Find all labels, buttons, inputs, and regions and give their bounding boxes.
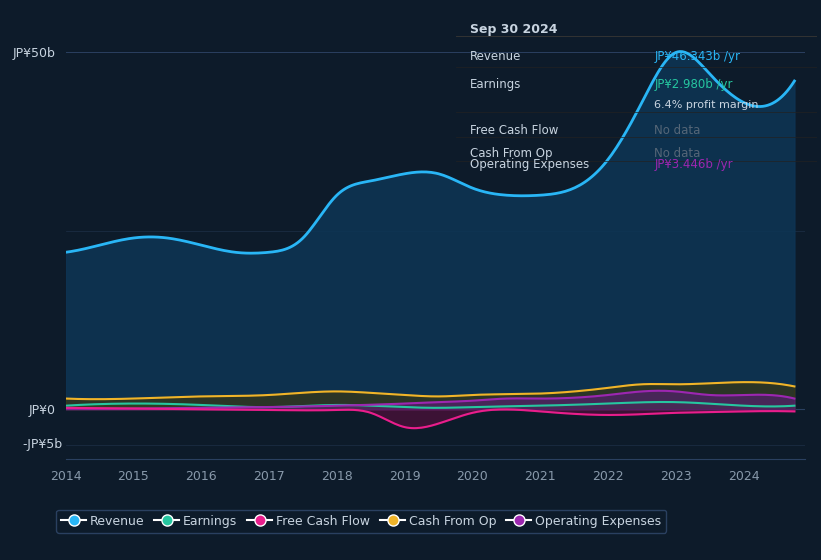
Text: Earnings: Earnings — [470, 78, 521, 91]
Text: Sep 30 2024: Sep 30 2024 — [470, 23, 557, 36]
Text: Revenue: Revenue — [470, 50, 521, 63]
Legend: Revenue, Earnings, Free Cash Flow, Cash From Op, Operating Expenses: Revenue, Earnings, Free Cash Flow, Cash … — [56, 510, 667, 533]
Text: Cash From Op: Cash From Op — [470, 147, 553, 160]
Text: Operating Expenses: Operating Expenses — [470, 158, 589, 171]
Text: JP¥46.343b /yr: JP¥46.343b /yr — [654, 50, 741, 63]
Text: No data: No data — [654, 124, 700, 137]
Text: No data: No data — [654, 147, 700, 160]
Text: 6.4% profit margin: 6.4% profit margin — [654, 100, 759, 110]
Text: Free Cash Flow: Free Cash Flow — [470, 124, 558, 137]
Text: JP¥3.446b /yr: JP¥3.446b /yr — [654, 158, 733, 171]
Text: -JP¥5b: -JP¥5b — [22, 438, 62, 451]
Text: JP¥2.980b /yr: JP¥2.980b /yr — [654, 78, 733, 91]
